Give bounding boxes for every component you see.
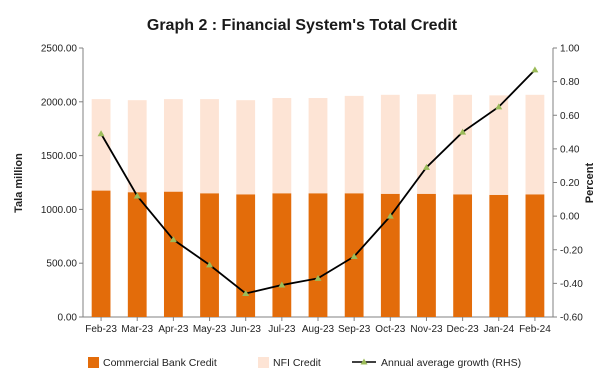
y-tick-label: 1000.00 [41, 205, 78, 216]
y2-tick-label: -0.60 [560, 313, 583, 324]
bar-nfi-credit [272, 98, 292, 194]
bar-commercial-bank-credit [200, 193, 219, 317]
bar-nfi-credit [200, 99, 219, 194]
growth-point [495, 103, 503, 110]
growth-point [531, 66, 539, 73]
y2-tick-label: -0.20 [560, 245, 583, 256]
bar-nfi-credit [344, 95, 364, 194]
plot-area: 0.00 500.00 1000.00 1500.00 2000.00 2500.00 -0… [41, 44, 583, 336]
bar-commercial-bank-credit [163, 191, 183, 317]
x-tick-label: Feb-24 [519, 324, 551, 335]
y-tick-label: 1500.00 [41, 151, 78, 162]
x-tick-label: May-23 [193, 324, 227, 335]
y2-tick-label: 0.40 [560, 144, 580, 155]
bar-nfi-credit [525, 94, 545, 195]
y2-tick-label: 0.80 [560, 77, 580, 88]
bar-commercial-bank-credit [489, 194, 509, 317]
bar-nfi-credit [91, 99, 111, 191]
bar-nfi-credit [380, 94, 400, 194]
bar-commercial-bank-credit [308, 193, 328, 317]
x-tick-label: Feb-23 [85, 324, 117, 335]
growth-point [97, 130, 105, 137]
x-tick-label: Jun-23 [230, 324, 261, 335]
y-tick-label: 0.00 [58, 313, 78, 324]
legend-label-growth: Annual average growth (RHS) [381, 357, 521, 369]
y-tick-label: 500.00 [46, 259, 77, 270]
bar-commercial-bank-credit [417, 193, 436, 317]
y2-tick-label: 0.00 [560, 212, 580, 223]
bar-commercial-bank-credit [272, 193, 292, 317]
y2-tick-label: 1.00 [560, 44, 580, 55]
y2-tick-label: -0.40 [560, 279, 583, 290]
legend-marker-growth [360, 358, 368, 365]
bar-nfi-credit [308, 98, 328, 194]
y-tick-label: 2500.00 [41, 44, 78, 55]
x-tick-label: Jan-24 [483, 324, 514, 335]
growth-point [133, 192, 141, 199]
bar-commercial-bank-credit [236, 194, 256, 317]
legend-label-commercial-bank: Commercial Bank Credit [103, 357, 217, 369]
x-tick-label: Dec-23 [446, 324, 479, 335]
bar-nfi-credit [236, 100, 256, 195]
bar-nfi-credit [163, 99, 183, 192]
bar-commercial-bank-credit [127, 192, 147, 317]
y-axis-label: Tala million [13, 153, 25, 213]
legend-swatch-nfi [258, 357, 269, 368]
bar-nfi-credit [417, 94, 436, 194]
x-tick-label: Mar-23 [121, 324, 153, 335]
bar-nfi-credit [489, 95, 509, 195]
y2-tick-label: 0.60 [560, 111, 580, 122]
chart-title: Graph 2 : Financial System's Total Credi… [147, 17, 458, 34]
bar-commercial-bank-credit [380, 193, 400, 317]
growth-point [206, 261, 214, 268]
legend-label-nfi: NFI Credit [273, 357, 321, 369]
growth-point [169, 236, 177, 243]
y2-axis-label: Percent [584, 162, 596, 203]
growth-point [314, 274, 322, 281]
growth-point [350, 252, 358, 259]
growth-point [278, 281, 286, 288]
growth-point [242, 289, 250, 296]
growth-point [422, 163, 430, 170]
bar-commercial-bank-credit [91, 190, 111, 317]
legend-swatch-commercial-bank [88, 357, 99, 368]
growth-point [459, 128, 467, 135]
x-tick-label: Sep-23 [338, 324, 371, 335]
growth-point [386, 212, 394, 219]
x-tick-label: Aug-23 [302, 324, 335, 335]
bar-commercial-bank-credit [525, 194, 545, 317]
x-tick-label: Apr-23 [158, 324, 188, 335]
y-tick-label: 2000.00 [41, 97, 78, 108]
bar-nfi-credit [127, 100, 147, 193]
bar-nfi-credit [453, 94, 473, 195]
x-tick-label: Nov-23 [410, 324, 443, 335]
bar-commercial-bank-credit [453, 194, 473, 317]
x-tick-label: Jul-23 [268, 324, 296, 335]
x-tick-label: Oct-23 [375, 324, 405, 335]
legend: Commercial Bank Credit NFI Credit Annual… [88, 357, 521, 369]
y2-tick-label: 0.20 [560, 178, 580, 189]
